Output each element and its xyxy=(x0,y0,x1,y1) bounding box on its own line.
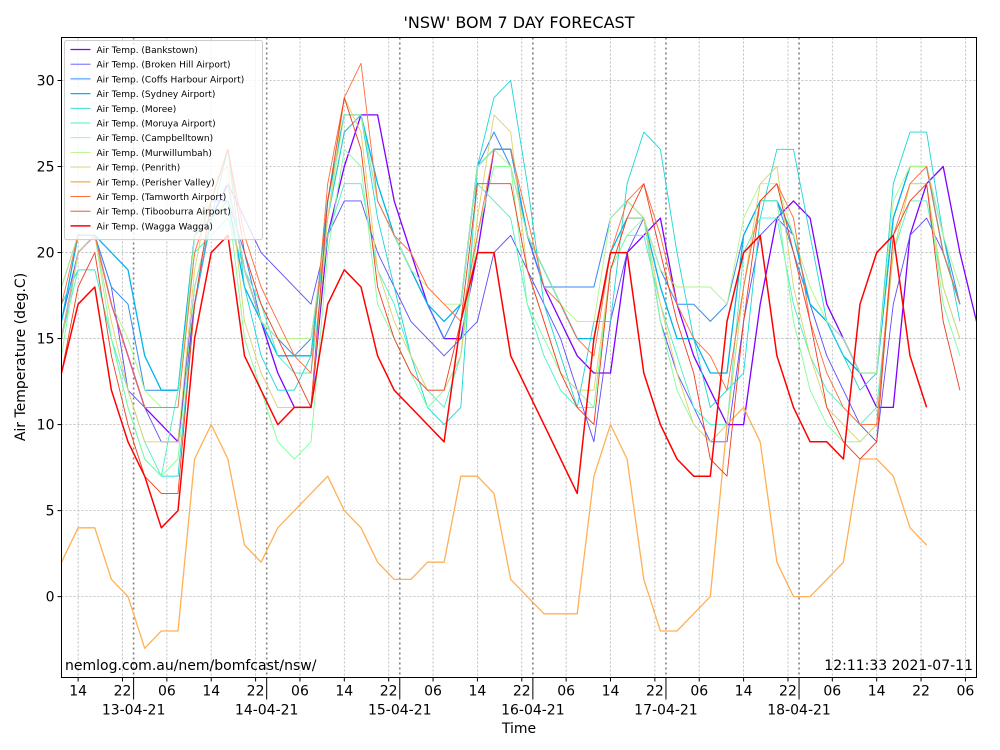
x-hour-tick-label: 06 xyxy=(690,684,708,700)
x-hour-tick-label: 22 xyxy=(646,684,664,700)
x-hour-tick-label: 22 xyxy=(247,684,265,700)
x-day-tick-label: 13-04-21 xyxy=(102,703,166,719)
x-hour-tick-label: 14 xyxy=(335,684,353,700)
x-day-tick-label: 15-04-21 xyxy=(368,703,432,719)
plot-frame xyxy=(61,37,977,678)
x-hour-tick-label: 06 xyxy=(823,684,841,700)
y-tick-label: 10 xyxy=(37,418,55,434)
x-hour-tick-label: 14 xyxy=(69,684,87,700)
legend-label: Air Temp. (Coffs Harbour Airport) xyxy=(97,75,245,85)
x-hour-tick-label: 22 xyxy=(779,684,797,700)
y-axis: 0 5 10 15 20 25 30 xyxy=(37,74,62,606)
x-day-tick-label: 17-04-21 xyxy=(634,703,698,719)
x-hour-tick-label: 14 xyxy=(468,684,486,700)
x-hour-tick-label: 06 xyxy=(557,684,575,700)
legend: Air Temp. (Bankstown) Air Temp. (Broken H… xyxy=(64,40,263,241)
legend-label: Air Temp. (Tibooburra Airport) xyxy=(97,208,231,218)
x-hour-tick-label: 14 xyxy=(735,684,753,700)
legend-box xyxy=(64,40,263,241)
legend-label: Air Temp. (Penrith) xyxy=(97,164,181,174)
legend-label: Air Temp. (Tamworth Airport) xyxy=(97,193,227,203)
x-hour-tick-label: 06 xyxy=(424,684,442,700)
x-day-tick-label: 14-04-21 xyxy=(235,703,299,719)
y-tick-label: 25 xyxy=(37,160,55,176)
source-annotation: nemlog.com.au/nem/bomfcast/nsw/ xyxy=(65,658,317,674)
x-hour-tick-label: 06 xyxy=(158,684,176,700)
x-hour-tick-label: 06 xyxy=(956,684,974,700)
x-hour-tick-label: 14 xyxy=(602,684,620,700)
y-tick-label: 30 xyxy=(37,74,55,90)
x-axis-label: Time xyxy=(501,721,536,737)
legend-label: Air Temp. (Murwillumbah) xyxy=(97,149,212,159)
legend-label: Air Temp. (Broken Hill Airport) xyxy=(97,61,231,71)
legend-label: Air Temp. (Wagga Wagga) xyxy=(97,222,213,232)
series-line xyxy=(60,406,928,649)
chart-title: 'NSW' BOM 7 DAY FORECAST xyxy=(404,13,635,32)
legend-label: Air Temp. (Moruya Airport) xyxy=(97,120,216,130)
x-day-tick-label: 18-04-21 xyxy=(767,703,831,719)
x-axis: 14 22 06 14 22 06 14 22 06 14 22 06 14 22 06 14 22 06 14 22… xyxy=(69,677,974,719)
y-tick-label: 20 xyxy=(37,246,55,262)
grid xyxy=(61,37,977,678)
x-day-tick-label: 16-04-21 xyxy=(501,703,565,719)
legend-label: Air Temp. (Perisher Valley) xyxy=(97,178,215,188)
y-axis-label: Air Temperature (deg.C) xyxy=(13,273,29,441)
y-tick-label: 15 xyxy=(37,332,55,348)
series-line xyxy=(60,234,928,529)
timestamp-annotation: 12:11:33 2021-07-11 xyxy=(824,658,973,674)
legend-label: Air Temp. (Bankstown) xyxy=(97,46,198,56)
legend-label: Air Temp. (Campbelltown) xyxy=(97,134,214,144)
x-hour-tick-label: 22 xyxy=(513,684,531,700)
y-tick-label: 0 xyxy=(46,590,55,606)
x-hour-tick-label: 22 xyxy=(380,684,398,700)
x-hour-tick-label: 22 xyxy=(912,684,930,700)
x-hour-tick-label: 14 xyxy=(868,684,886,700)
legend-label: Air Temp. (Sydney Airport) xyxy=(97,90,216,100)
x-hour-tick-label: 14 xyxy=(202,684,220,700)
x-hour-tick-label: 22 xyxy=(114,684,132,700)
y-tick-label: 5 xyxy=(46,504,55,520)
x-hour-tick-label: 06 xyxy=(291,684,309,700)
legend-label: Air Temp. (Moree) xyxy=(97,105,177,115)
